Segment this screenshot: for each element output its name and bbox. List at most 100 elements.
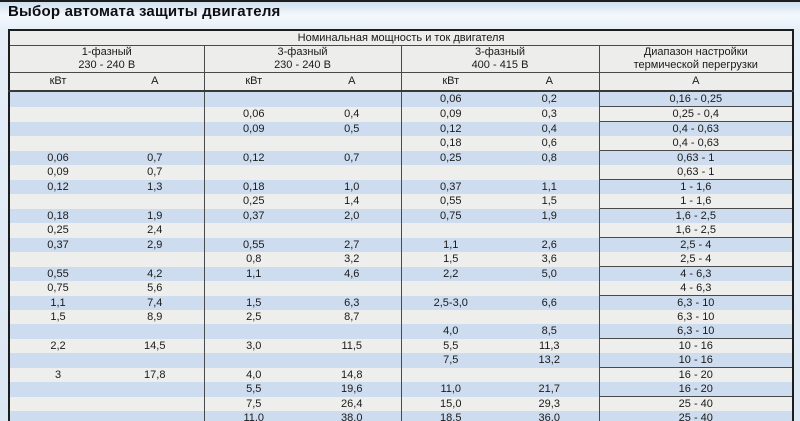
- cell-range: 1 - 1,6: [598, 179, 794, 194]
- cell-power-3ph-400: 0,75: [400, 208, 500, 223]
- cell-current-3ph-400: 5,0: [500, 266, 599, 281]
- cell-current-3ph-230: 8,7: [303, 310, 401, 324]
- cell-current-3ph-230: [303, 281, 401, 296]
- cell-power-3ph-230: 0,8: [203, 252, 303, 267]
- cell-current-1ph: 0,7: [106, 165, 204, 180]
- cell-power-1ph: [9, 353, 106, 368]
- table-row: 0,09 0,7 0,63 - 1: [9, 165, 794, 180]
- cell-power-1ph: 2,2: [9, 338, 106, 353]
- cell-power-3ph-400: 0,06: [400, 91, 500, 107]
- cell-power-3ph-400: 2,2: [400, 266, 500, 281]
- motor-protection-table: Номинальная мощность и ток двигателя 1-ф…: [8, 29, 795, 421]
- cell-current-3ph-230: [303, 223, 401, 238]
- cell-range: 6,3 - 10: [598, 295, 794, 310]
- cell-current-3ph-230: 11,5: [303, 338, 401, 353]
- cell-power-3ph-400: 1,5: [400, 252, 500, 267]
- cell-current-1ph: 0,7: [106, 150, 204, 165]
- cell-power-3ph-400: 0,12: [400, 121, 500, 136]
- cell-current-3ph-400: [500, 310, 599, 324]
- cell-power-1ph: 0,06: [9, 150, 106, 165]
- cell-power-3ph-230: 7,5: [203, 396, 303, 411]
- cell-current-1ph: [106, 106, 204, 122]
- cell-power-3ph-230: 3,0: [203, 338, 303, 353]
- cell-range: 2,5 - 4: [598, 252, 794, 267]
- cell-range: 1,6 - 2,5: [598, 208, 794, 223]
- cell-current-1ph: 7,4: [106, 295, 204, 310]
- range-header-line1: Диапазон настройки: [643, 46, 748, 58]
- cell-current-3ph-400: 21,7: [500, 382, 599, 397]
- cell-current-1ph: [106, 252, 204, 267]
- cell-current-3ph-400: 0,3: [500, 106, 599, 122]
- units-header-row: кВт А кВт А кВт А А: [9, 72, 794, 92]
- cell-current-1ph: [106, 411, 204, 421]
- range-header-line2: термической перегрузки: [633, 59, 758, 71]
- cell-power-3ph-400: 15,0: [400, 396, 500, 411]
- cell-power-3ph-400: 0,18: [400, 136, 500, 151]
- cell-power-1ph: [9, 136, 106, 151]
- cell-range: 4 - 6,3: [598, 266, 794, 281]
- cell-current-3ph-400: 6,6: [500, 295, 599, 310]
- cell-power-3ph-400: 0,09: [400, 106, 500, 122]
- cell-power-1ph: [9, 252, 106, 267]
- cell-power-3ph-230: 0,55: [203, 237, 303, 252]
- cell-current-3ph-230: [303, 91, 401, 107]
- cell-current-3ph-400: 13,2: [500, 353, 599, 368]
- cell-current-3ph-230: 3,2: [303, 252, 401, 267]
- range-header: Диапазон настройки термической перегрузк…: [598, 45, 794, 73]
- cell-range: 0,63 - 1: [598, 165, 794, 180]
- cell-power-1ph: 1,5: [9, 310, 106, 324]
- cell-current-3ph-400: 1,5: [500, 194, 599, 209]
- cell-current-1ph: 2,4: [106, 223, 204, 238]
- cell-range: 16 - 20: [598, 382, 794, 397]
- cell-current-3ph-230: 0,4: [303, 106, 401, 122]
- unit-a-3ph-400: А: [500, 72, 599, 92]
- table-row: 0,18 0,6 0,4 - 0,63: [9, 136, 794, 151]
- table-row: 4,0 8,5 6,3 - 10: [9, 324, 794, 339]
- cell-current-3ph-230: 1,4: [303, 194, 401, 209]
- cell-power-1ph: 3: [9, 367, 106, 382]
- cell-range: 0,16 - 0,25: [598, 91, 794, 107]
- cell-current-3ph-400: 0,2: [500, 91, 599, 107]
- cell-current-1ph: [106, 382, 204, 397]
- cell-power-3ph-230: [203, 136, 303, 151]
- cell-power-1ph: 0,18: [9, 208, 106, 223]
- cell-current-3ph-400: 0,4: [500, 121, 599, 136]
- cell-current-1ph: [106, 396, 204, 411]
- cell-power-1ph: 0,75: [9, 281, 106, 296]
- cell-power-3ph-400: 1,1: [400, 237, 500, 252]
- cell-power-3ph-400: [400, 367, 500, 382]
- cell-power-3ph-230: 0,37: [203, 208, 303, 223]
- table-row: 7,5 26,4 15,0 29,3 25 - 40: [9, 396, 794, 411]
- cell-power-3ph-400: 11,0: [400, 382, 500, 397]
- cell-current-1ph: [106, 353, 204, 368]
- cell-current-3ph-400: [500, 281, 599, 296]
- cell-range: 6,3 - 10: [598, 324, 794, 339]
- table-row: 0,06 0,7 0,12 0,7 0,25 0,8 0,63 - 1: [9, 150, 794, 165]
- unit-a-1ph: А: [106, 72, 204, 92]
- cell-range: 0,63 - 1: [598, 150, 794, 165]
- cell-current-3ph-400: 11,3: [500, 338, 599, 353]
- cell-current-1ph: [106, 91, 204, 107]
- cell-power-3ph-400: 0,37: [400, 179, 500, 194]
- cell-power-3ph-400: 4,0: [400, 324, 500, 339]
- cell-range: 0,25 - 0,4: [598, 106, 794, 122]
- table-row: 0,06 0,4 0,09 0,3 0,25 - 0,4: [9, 106, 794, 122]
- cell-power-3ph-230: [203, 91, 303, 107]
- cell-power-3ph-400: 0,55: [400, 194, 500, 209]
- cell-power-3ph-230: 5,5: [203, 382, 303, 397]
- cell-current-1ph: 2,9: [106, 237, 204, 252]
- cell-current-3ph-400: 1,1: [500, 179, 599, 194]
- cell-power-3ph-400: 0,25: [400, 150, 500, 165]
- cell-power-1ph: [9, 121, 106, 136]
- cell-range: 10 - 16: [598, 338, 794, 353]
- cell-range: 6,3 - 10: [598, 310, 794, 324]
- cell-power-1ph: [9, 411, 106, 421]
- cell-current-1ph: 4,2: [106, 266, 204, 281]
- cell-power-3ph-400: [400, 310, 500, 324]
- table-row: 0,06 0,2 0,16 - 0,25: [9, 91, 794, 107]
- cell-power-3ph-230: 0,18: [203, 179, 303, 194]
- cell-power-3ph-230: [203, 353, 303, 368]
- cell-power-1ph: 0,55: [9, 266, 106, 281]
- cell-current-3ph-230: 19,6: [303, 382, 401, 397]
